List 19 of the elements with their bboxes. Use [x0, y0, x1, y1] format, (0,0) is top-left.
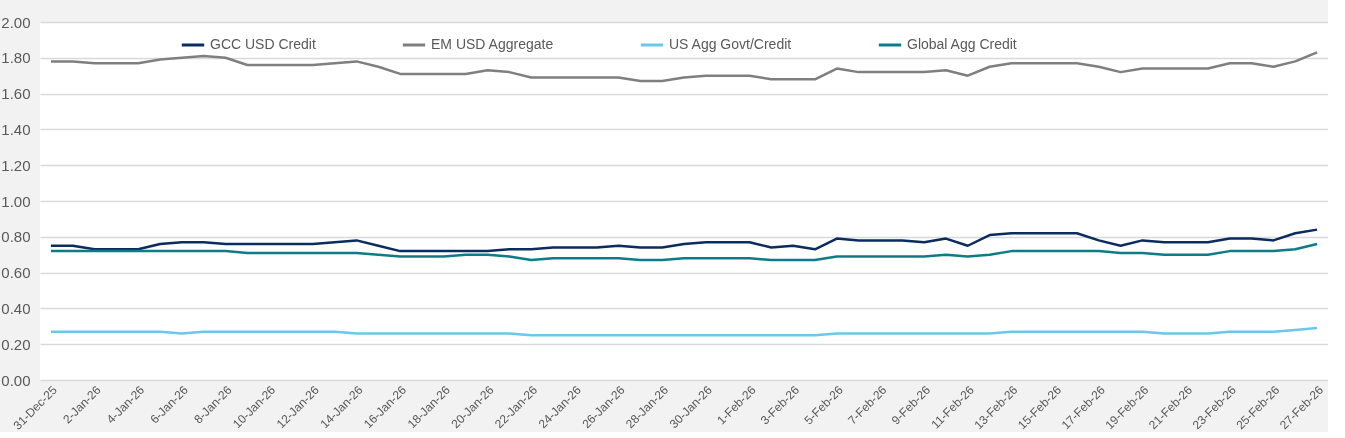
y-tick-label: 1.00: [1, 192, 31, 210]
legend-label: US Agg Govt/Credit: [669, 36, 792, 52]
y-tick-label: 0.80: [1, 228, 31, 246]
y-tick-label: 1.20: [1, 156, 31, 174]
y-tick-label: 0.00: [1, 371, 31, 389]
line-series: [49, 228, 1319, 253]
legend-label: GCC USD Credit: [210, 36, 316, 52]
y-tick-label: 1.80: [1, 49, 31, 67]
y-tick-label: 0.60: [1, 264, 31, 282]
line-series: [49, 326, 1319, 337]
y-tick-label: 0.40: [1, 299, 31, 317]
y-tick-label: 1.60: [1, 85, 31, 103]
y-tick-label: 2.00: [1, 13, 31, 31]
legend-label: Global Agg Credit: [907, 36, 1017, 52]
y-tick-label: 0.20: [1, 335, 31, 353]
line-series: [49, 242, 1319, 262]
y-tick-label: 1.40: [1, 120, 31, 138]
legend-label: EM USD Aggregate: [431, 36, 554, 52]
line-series: [49, 51, 1319, 83]
